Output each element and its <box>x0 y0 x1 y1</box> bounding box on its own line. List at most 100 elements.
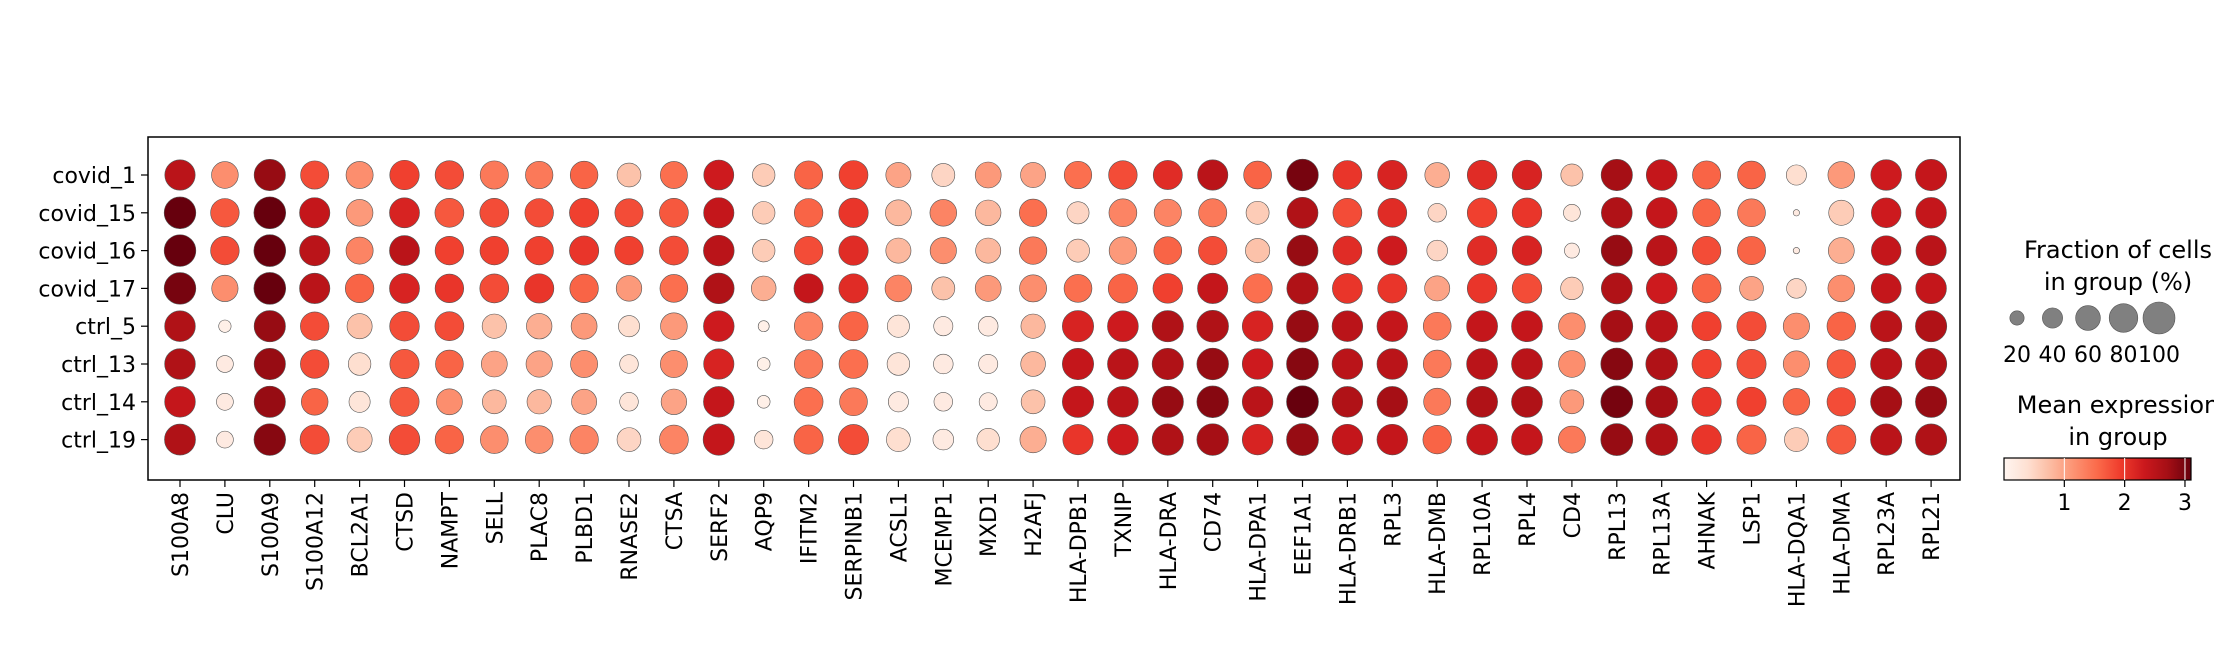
dot-covid-1-hla-dpb1 <box>1063 160 1093 190</box>
dot-covid-1-rpl13a <box>1645 159 1678 191</box>
dot-ctrl-14-sell <box>482 389 507 415</box>
x-tick-label: SERF2 <box>708 492 733 562</box>
dot-ctrl-14-rpl3 <box>1376 386 1408 418</box>
dot-covid-16-txnip <box>1108 236 1137 265</box>
dot-ctrl-5-mxd1 <box>978 316 999 337</box>
dot-covid-16-nampt <box>434 235 465 266</box>
y-tick-label: covid_15 <box>38 202 136 227</box>
dot-ctrl-19-rpl13a <box>1645 423 1678 456</box>
dot-ctrl-13-rnase2 <box>619 354 639 374</box>
dot-covid-15-rpl23a <box>1871 197 1902 228</box>
size-legend: Fraction of cells in group (%) 20 40 60 80 1… <box>2003 236 2212 368</box>
x-tick-label: RNASE2 <box>618 492 643 581</box>
dot-covid-15-ifitm2 <box>793 198 824 228</box>
dot-covid-17-hla-dma <box>1827 274 1855 303</box>
dot-ctrl-14-lsp1 <box>1736 386 1767 417</box>
x-tick-label: ACSL1 <box>887 492 912 562</box>
dot-ctrl-5-hla-dqa1 <box>1782 312 1810 340</box>
dot-covid-1-clu <box>211 161 239 189</box>
dot-ctrl-5-mcemp1 <box>933 316 954 337</box>
dot-covid-1-ctsa <box>660 161 688 189</box>
size-legend-dot <box>2142 301 2176 335</box>
dot-covid-1-rpl3 <box>1377 159 1408 191</box>
x-tick-label: RPL10A <box>1471 492 1496 576</box>
dot-covid-17-rpl10a <box>1466 273 1498 304</box>
dot-ctrl-19-cd4 <box>1558 425 1586 454</box>
dot-ctrl-13-ctsd <box>389 349 420 379</box>
dot-covid-15-plbd1 <box>569 197 600 228</box>
dot-covid-16-s100a9 <box>253 234 287 267</box>
dot-covid-17-ahnak <box>1691 273 1722 304</box>
x-tick-label: RPL13 <box>1606 492 1631 561</box>
dot-covid-17-mxd1 <box>974 275 1002 302</box>
dot-covid-15-bcl2a1 <box>345 199 374 227</box>
x-tick-label: CD74 <box>1202 492 1227 552</box>
dot-ctrl-13-bcl2a1 <box>347 352 372 376</box>
x-tick-label: RPL4 <box>1516 492 1541 547</box>
dot-covid-1-rpl23a <box>1870 159 1902 191</box>
color-legend-title-line-2: in group <box>2068 423 2167 451</box>
dot-ctrl-19-rpl4 <box>1511 423 1543 456</box>
dot-covid-16-sell <box>479 235 509 266</box>
plot-frame <box>147 136 1961 481</box>
dot-ctrl-14-eef1a1 <box>1286 385 1319 419</box>
dot-covid-15-aqp9 <box>752 201 776 225</box>
dot-ctrl-19-ifitm2 <box>793 424 824 455</box>
dot-covid-15-ctsd <box>389 197 420 229</box>
dot-covid-16-rpl23a <box>1871 235 1902 266</box>
dot-ctrl-19-hla-drb1 <box>1331 423 1364 456</box>
dot-covid-15-serpinb1 <box>838 197 869 228</box>
dot-covid-15-rpl3 <box>1377 198 1408 228</box>
dot-covid-1-serf2 <box>703 159 735 191</box>
size-legend-dot <box>2075 305 2101 331</box>
dot-covid-17-plac8 <box>524 273 555 304</box>
dot-ctrl-13-mxd1 <box>978 354 999 374</box>
dot-ctrl-19-ahnak <box>1691 424 1722 455</box>
dot-ctrl-5-hla-drb1 <box>1331 310 1364 342</box>
dot-covid-17-hla-dmb <box>1424 275 1451 302</box>
dot-covid-15-s100a8 <box>163 196 197 229</box>
dot-ctrl-19-acsl1 <box>886 427 911 452</box>
x-tick-label: HLA-DMB <box>1426 492 1451 595</box>
dot-covid-1-s100a9 <box>253 159 286 191</box>
dot-covid-15-serf2 <box>703 197 735 229</box>
x-tick-label: S100A8 <box>169 492 194 577</box>
dot-ctrl-14-mcemp1 <box>933 392 953 412</box>
dot-ctrl-19-txnip <box>1107 423 1139 456</box>
dot-ctrl-13-hla-dpb1 <box>1062 348 1094 380</box>
dot-covid-15-sell <box>479 198 510 228</box>
x-tick-label: PLAC8 <box>528 492 553 562</box>
x-tick-label: IFITM2 <box>798 492 823 564</box>
dot-covid-17-s100a9 <box>253 272 287 305</box>
dot-covid-1-rpl10a <box>1466 159 1498 191</box>
dot-ctrl-5-s100a9 <box>253 310 286 343</box>
dot-ctrl-5-ctsd <box>389 311 420 342</box>
dot-ctrl-13-nampt <box>435 349 464 379</box>
dot-covid-17-clu <box>211 274 239 302</box>
dot-covid-1-cd74 <box>1197 159 1229 191</box>
dot-covid-1-hla-dmb <box>1424 162 1450 188</box>
y-tick-label: covid_1 <box>52 164 136 189</box>
dot-ctrl-13-plac8 <box>525 350 553 378</box>
dot-ctrl-5-eef1a1 <box>1286 309 1319 343</box>
dot-covid-17-cd4 <box>1560 276 1584 301</box>
size-legend-label: 40 <box>2039 343 2067 368</box>
dot-covid-15-hla-dra <box>1153 198 1182 227</box>
dot-covid-15-ctsa <box>659 198 689 228</box>
dot-ctrl-19-s100a12 <box>299 424 330 455</box>
dot-ctrl-19-rpl3 <box>1376 423 1408 456</box>
dot-ctrl-14-nampt <box>436 388 463 416</box>
dot-ctrl-13-hla-dqa1 <box>1782 350 1810 378</box>
dot-ctrl-19-hla-dpa1 <box>1241 423 1274 456</box>
dot-ctrl-13-s100a12 <box>300 349 330 379</box>
dot-ctrl-14-plac8 <box>526 389 552 415</box>
dot-ctrl-19-rpl13 <box>1600 423 1634 456</box>
color-legend: Mean expression in group 1 2 3 <box>2003 391 2214 516</box>
dot-ctrl-14-ctsa <box>660 388 688 415</box>
x-tick-label: PLBD1 <box>573 492 598 564</box>
dot-covid-1-mcemp1 <box>931 163 956 187</box>
x-tick-label: SERPINB1 <box>843 492 868 600</box>
dot-ctrl-13-serpinb1 <box>838 349 869 379</box>
x-tick-label: NAMPT <box>438 491 463 569</box>
dot-ctrl-14-rpl13a <box>1645 385 1678 419</box>
